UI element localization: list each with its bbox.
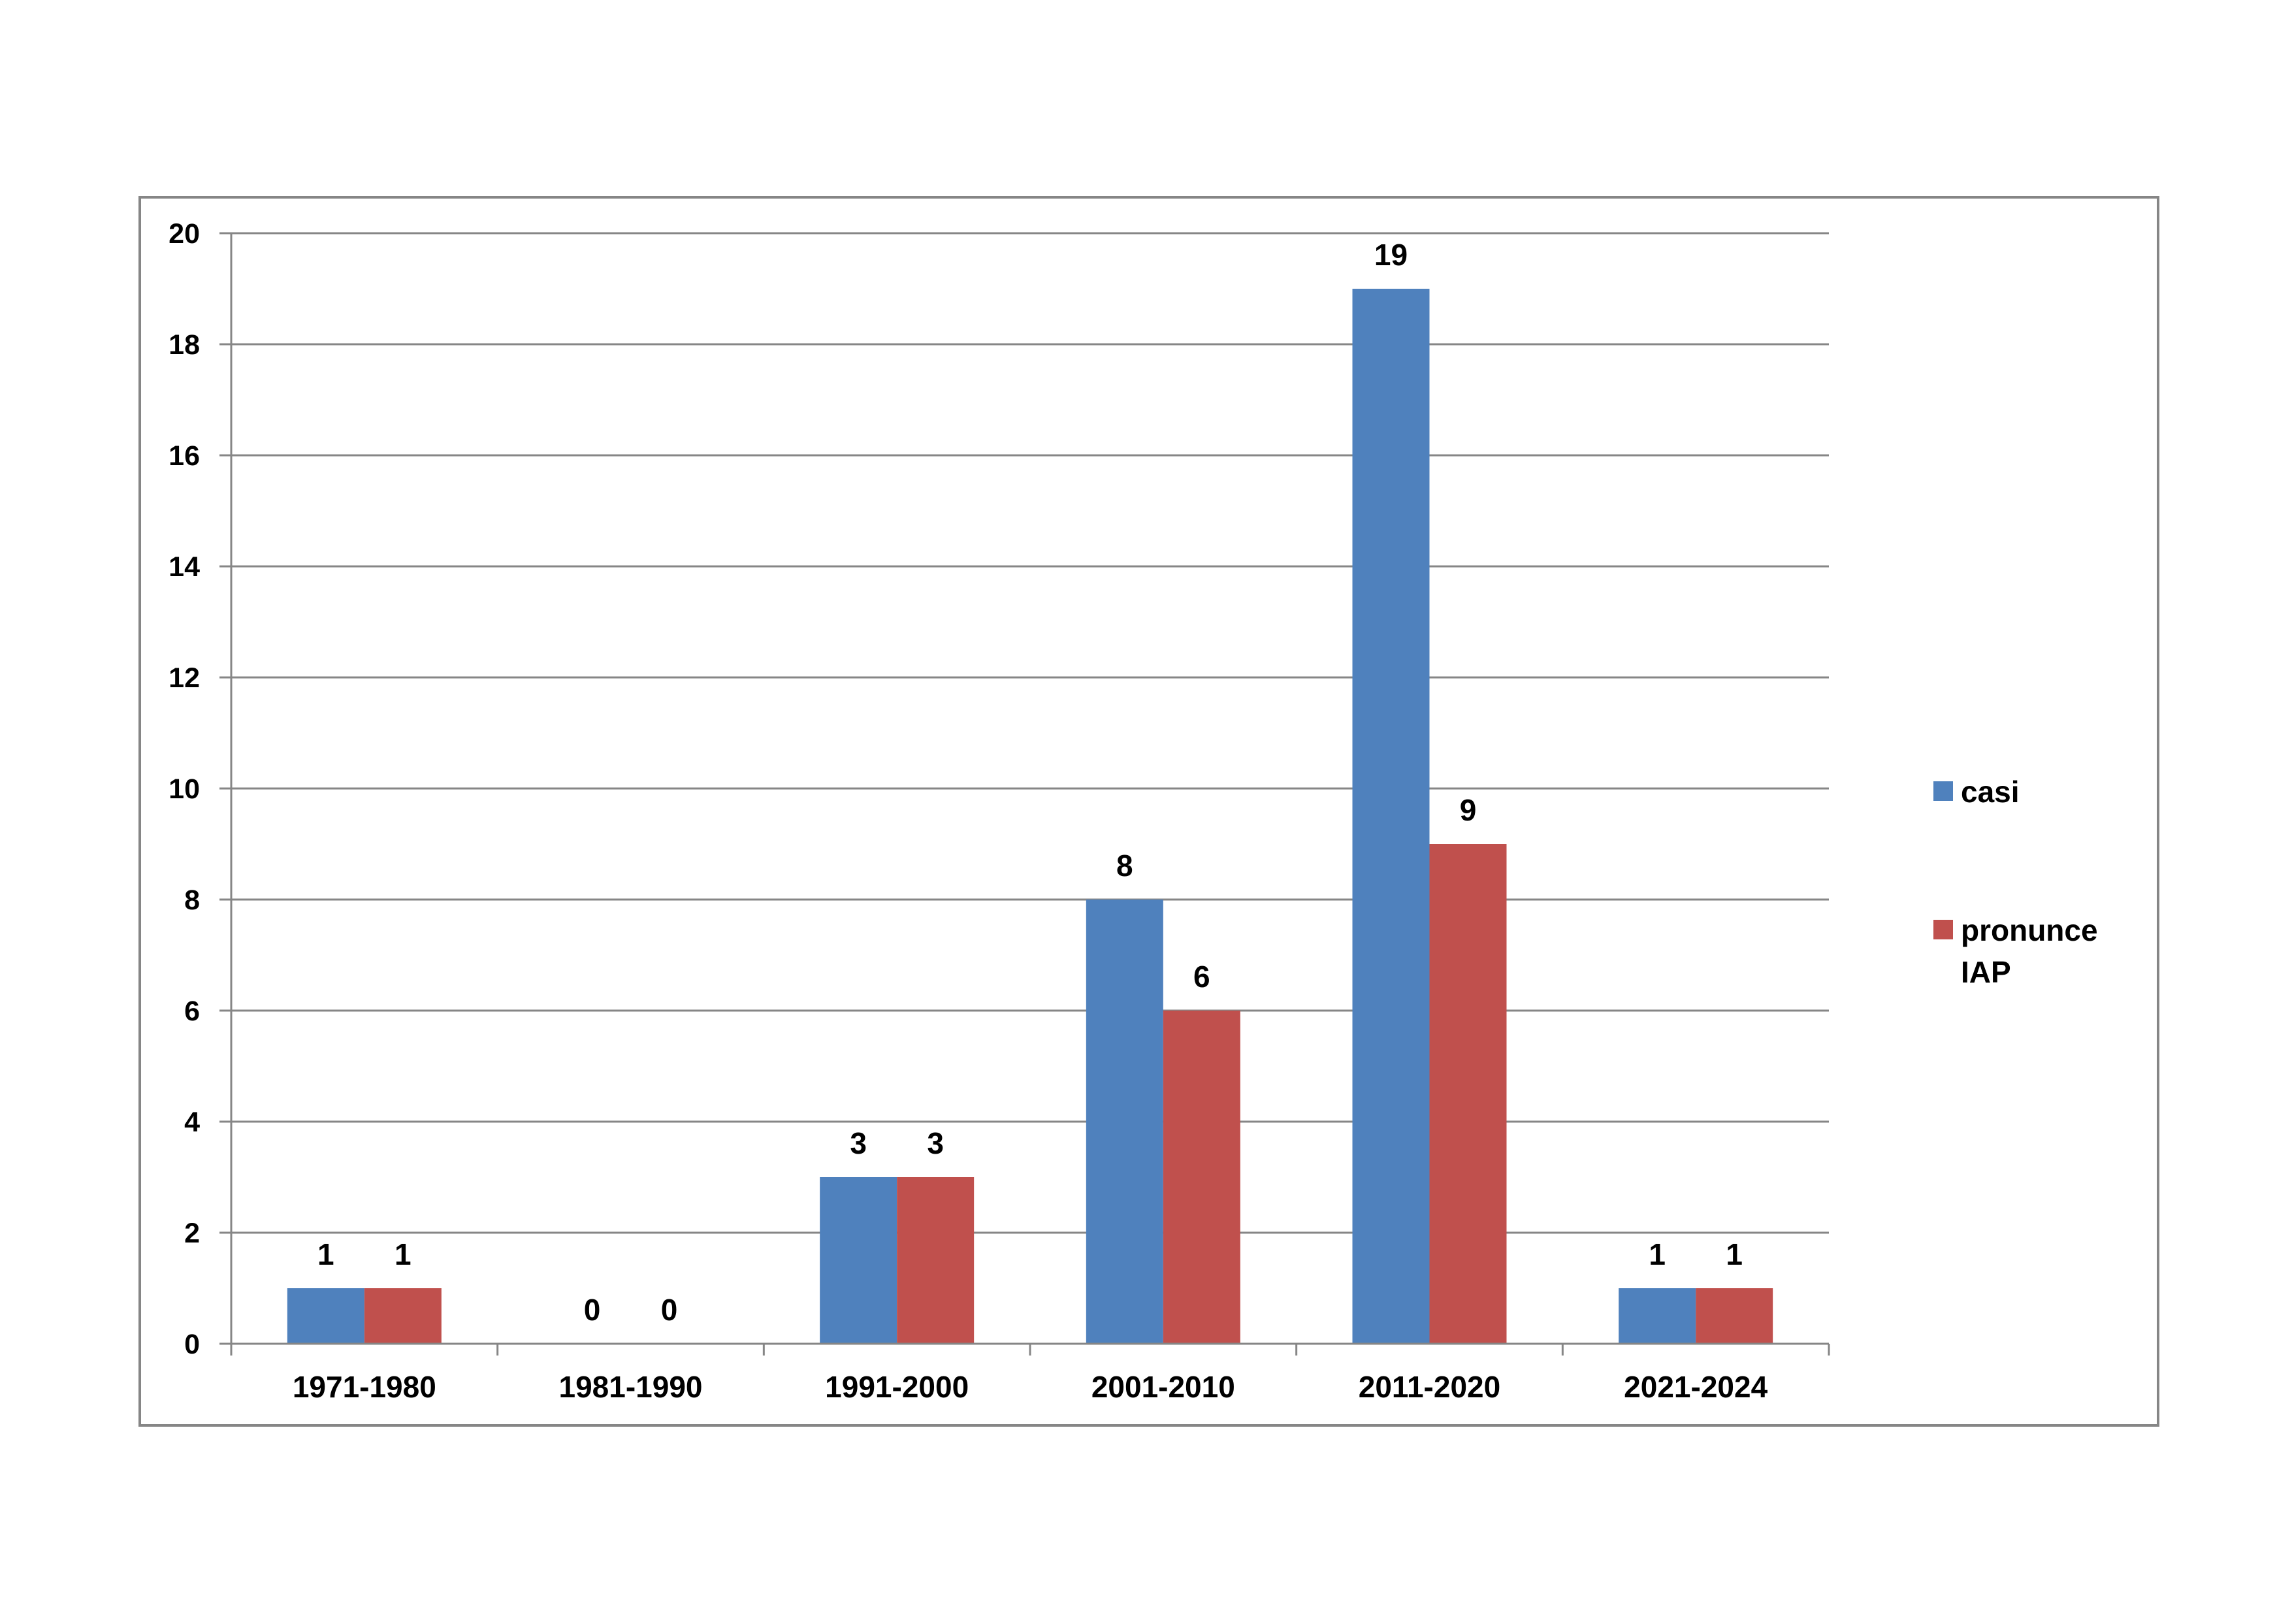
legend-label: casi — [1961, 775, 2020, 809]
y-tick-label: 8 — [184, 885, 200, 916]
y-tick-label: 4 — [184, 1107, 200, 1138]
y-tick-label: 0 — [184, 1329, 200, 1360]
y-tick-label: 12 — [169, 662, 200, 694]
data-labels: 1 0 3 8 19 1 1 0 3 6 9 1 — [317, 238, 1743, 1327]
y-tick-label: 18 — [169, 329, 200, 361]
bar-pronunce-IAP — [364, 1288, 442, 1344]
data-label: 9 — [1460, 793, 1477, 827]
bar-pronunce-IAP — [897, 1177, 975, 1344]
legend: casi pronunce IAP — [1933, 775, 2098, 989]
y-tick-label: 6 — [184, 996, 200, 1027]
x-tick-label: 2021-2024 — [1624, 1370, 1767, 1404]
x-tick-label: 1991-2000 — [825, 1370, 969, 1404]
bar-casi — [1086, 900, 1163, 1344]
bars — [287, 289, 1773, 1344]
x-tick-label: 2001-2010 — [1091, 1370, 1235, 1404]
legend-swatch — [1933, 781, 1953, 801]
bar-pronunce-IAP — [1163, 1011, 1240, 1344]
data-label: 1 — [1726, 1237, 1743, 1271]
data-label: 1 — [395, 1237, 412, 1271]
bar-casi — [287, 1288, 364, 1344]
y-tick-label: 14 — [169, 551, 200, 583]
data-label: 3 — [927, 1126, 944, 1160]
data-label: 1 — [1649, 1237, 1666, 1271]
y-tick-label: 20 — [169, 218, 200, 250]
x-tick-label: 1981-1990 — [559, 1370, 703, 1404]
data-label: 19 — [1374, 238, 1408, 272]
x-tick-label: 1971-1980 — [293, 1370, 436, 1404]
y-tick-label: 2 — [184, 1218, 200, 1249]
data-label: 3 — [850, 1126, 867, 1160]
bar-casi — [1352, 289, 1430, 1344]
legend-swatch — [1933, 920, 1953, 939]
bar-casi — [1619, 1288, 1696, 1344]
data-label: 6 — [1193, 960, 1210, 994]
bar-pronunce-IAP — [1696, 1288, 1773, 1344]
x-tick-label: 2011-2020 — [1359, 1370, 1500, 1404]
legend-label: pronunce — [1961, 913, 2098, 947]
data-label: 8 — [1116, 849, 1133, 883]
bar-pronunce-IAP — [1429, 844, 1507, 1344]
bar-casi — [820, 1177, 897, 1344]
data-label: 1 — [317, 1237, 334, 1271]
data-label: 0 — [584, 1293, 601, 1327]
gridlines — [231, 232, 1829, 1234]
data-label: 0 — [661, 1293, 678, 1327]
legend-label: IAP — [1961, 955, 2011, 989]
y-tick-label: 16 — [169, 440, 200, 472]
y-tick-label: 10 — [169, 773, 200, 805]
